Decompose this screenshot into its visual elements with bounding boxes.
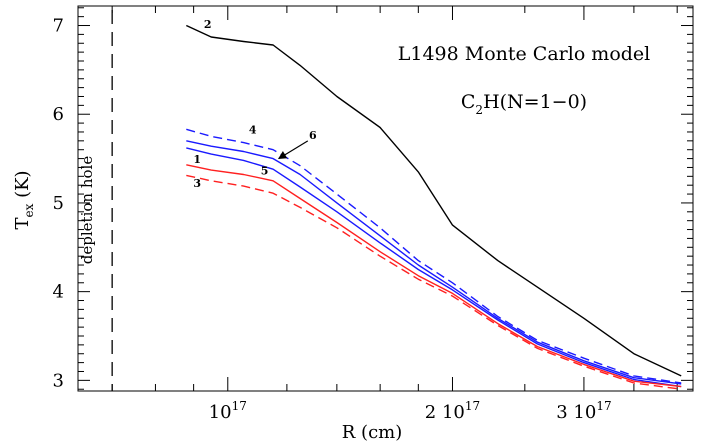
axis-tick-labels: 3 4 5 6 7 1017 2 1017 3 1017 xyxy=(53,16,612,423)
annotation-arrow xyxy=(277,140,309,160)
x-axis-label: R (cm) xyxy=(342,422,402,443)
series-label-5: 5 xyxy=(261,165,269,178)
series-line-5 xyxy=(186,147,682,388)
series-group xyxy=(186,24,682,390)
annotation-group xyxy=(277,140,309,160)
series-label-2: 2 xyxy=(204,18,212,31)
series-label-1: 1 xyxy=(193,153,201,166)
axis-ticks xyxy=(78,6,693,391)
y-axis-label: Tex (K) xyxy=(12,170,36,229)
plot-frame xyxy=(77,5,694,392)
series-label-6: 6 xyxy=(309,129,317,142)
series-label-3: 3 xyxy=(193,177,201,190)
x-tick-label: 1017 xyxy=(209,399,247,423)
y-tick-label: 5 xyxy=(53,193,64,214)
y-tick-label: 7 xyxy=(53,16,64,37)
series-label-4: 4 xyxy=(249,124,257,137)
chart-subtitle: C2H(N=1−0) xyxy=(461,91,587,117)
series-line-3 xyxy=(186,174,682,390)
series-line-4 xyxy=(186,128,682,384)
series-line-2 xyxy=(186,24,682,377)
x-tick-label: 3 1017 xyxy=(556,399,611,423)
x-tick-label: 2 1017 xyxy=(425,399,480,423)
chart-title: L1498 Monte Carlo model xyxy=(398,43,651,65)
series-line-1 xyxy=(186,164,682,388)
y-tick-label: 4 xyxy=(53,282,64,303)
depletion-hole-group: depletion hole xyxy=(78,10,113,391)
y-tick-label: 3 xyxy=(53,370,64,391)
y-tick-label: 6 xyxy=(53,104,64,125)
series-line-6 xyxy=(186,140,682,385)
series-labels: 2 4 6 5 1 3 xyxy=(193,18,317,190)
depletion-hole-label: depletion hole xyxy=(78,156,96,265)
